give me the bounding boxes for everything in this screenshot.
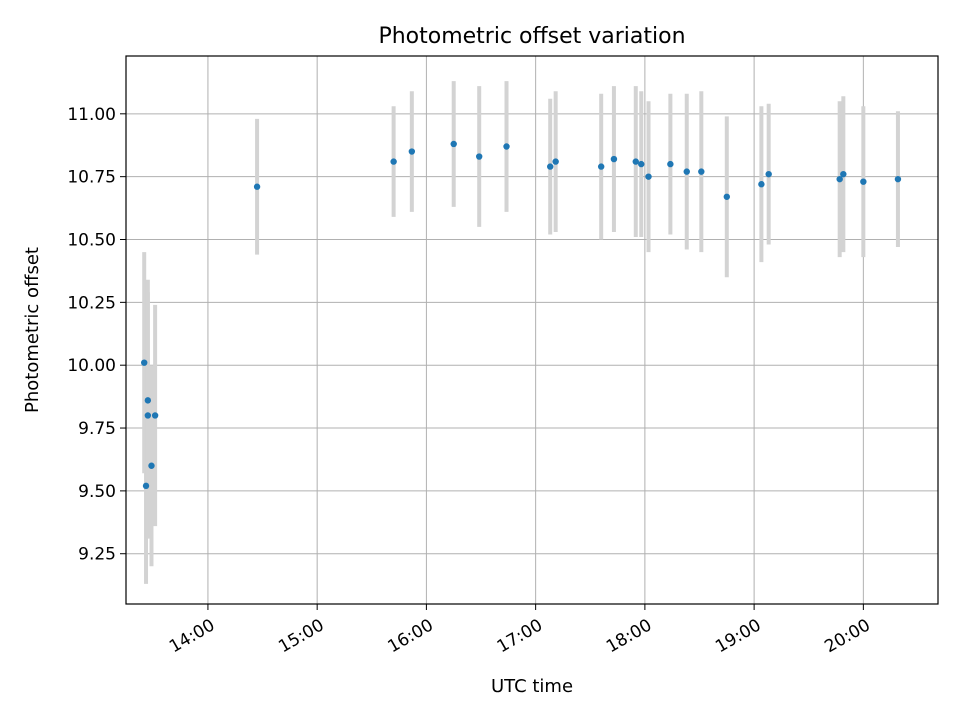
data-point bbox=[698, 168, 705, 175]
data-point bbox=[547, 163, 554, 170]
y-axis-label: Photometric offset bbox=[22, 247, 43, 413]
data-point bbox=[758, 181, 765, 188]
y-tick-label: 9.50 bbox=[78, 482, 116, 502]
data-point bbox=[390, 158, 397, 165]
data-point bbox=[836, 175, 843, 183]
data-point bbox=[144, 397, 152, 404]
y-tick-label: 10.50 bbox=[67, 231, 116, 251]
data-point bbox=[610, 155, 618, 163]
data-point bbox=[552, 158, 559, 165]
data-points bbox=[141, 140, 902, 490]
data-point bbox=[723, 193, 731, 200]
plot-frame bbox=[125, 55, 939, 605]
chart-title: Photometric offset variation bbox=[378, 24, 685, 49]
data-point bbox=[683, 168, 690, 175]
y-tick-label: 10.00 bbox=[67, 356, 116, 376]
data-point bbox=[141, 359, 148, 366]
y-tick-label: 9.25 bbox=[78, 545, 116, 565]
data-point bbox=[503, 143, 510, 150]
data-point bbox=[667, 160, 674, 168]
data-point bbox=[142, 482, 150, 490]
data-point bbox=[148, 462, 155, 469]
grid bbox=[126, 56, 938, 604]
x-axis-label: UTC time bbox=[491, 676, 573, 697]
data-point bbox=[638, 160, 645, 168]
data-point bbox=[860, 178, 867, 185]
data-point bbox=[894, 175, 902, 183]
y-tick-label: 11.00 bbox=[67, 105, 116, 125]
y-tick-label: 10.25 bbox=[67, 293, 116, 313]
data-point bbox=[840, 170, 847, 178]
y-tick-label: 9.75 bbox=[78, 419, 116, 439]
data-point bbox=[597, 163, 605, 170]
data-point bbox=[632, 158, 639, 165]
y-tick-label: 10.75 bbox=[67, 168, 116, 188]
data-point bbox=[253, 183, 261, 190]
data-point bbox=[151, 412, 159, 419]
data-point bbox=[645, 173, 652, 180]
data-point bbox=[144, 412, 152, 419]
data-point bbox=[408, 148, 416, 155]
data-point bbox=[450, 140, 457, 148]
data-point bbox=[476, 153, 483, 160]
data-point bbox=[765, 170, 772, 178]
